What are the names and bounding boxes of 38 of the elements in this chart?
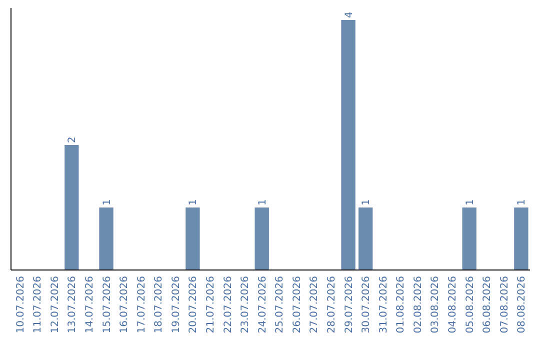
data-label: 1 [257, 199, 268, 206]
x-tick-label: 18.07.2026 [154, 276, 165, 334]
x-tick-label: 14.07.2026 [84, 276, 96, 334]
x-tick-label: 12.07.2026 [50, 276, 61, 334]
data-label: 1 [102, 199, 113, 206]
x-tick-label: 19.07.2026 [170, 276, 182, 334]
x-tick-label: 26.07.2026 [292, 276, 303, 334]
x-tick-label: 10.07.2026 [15, 276, 26, 334]
x-tick-label: 30.07.2026 [361, 276, 372, 334]
x-tick-label: 25.07.2026 [274, 276, 286, 334]
x-tick-label: 28.07.2026 [326, 276, 338, 334]
data-label: 1 [188, 199, 200, 206]
x-tick-label: 11.07.2026 [32, 276, 44, 334]
x-tick-label: 04.08.2026 [448, 276, 459, 334]
x-tick-label: 06.08.2026 [482, 276, 494, 334]
x-tick-label: 31.07.2026 [378, 276, 390, 334]
x-tick-label: 24.07.2026 [257, 276, 268, 334]
data-label: 2 [67, 136, 78, 143]
data-label: 1 [361, 199, 372, 206]
x-tick-label: 29.07.2026 [344, 276, 355, 334]
x-tick-label: 02.08.2026 [412, 276, 424, 334]
x-tick-label: 03.08.2026 [430, 276, 442, 334]
x-tick-label: 05.08.2026 [464, 276, 476, 334]
x-tick-label: 20.07.2026 [188, 276, 200, 334]
data-label: 4 [344, 12, 355, 18]
x-tick-label: 17.07.2026 [136, 276, 148, 334]
data-label: 1 [464, 199, 476, 206]
x-tick-label: 27.07.2026 [309, 276, 320, 334]
data-label: 1 [516, 199, 528, 206]
x-tick-label: 21.07.2026 [205, 276, 216, 334]
x-tick-label: 01.08.2026 [396, 276, 407, 334]
x-tick-label: 07.08.2026 [499, 276, 510, 334]
x-tick-label: 13.07.2026 [67, 276, 78, 334]
x-tick-label: 15.07.2026 [102, 276, 113, 334]
x-tick-label: 22.07.2026 [222, 276, 234, 334]
x-tick-label: 08.08.2026 [516, 276, 528, 334]
x-tick-label: 23.07.2026 [240, 276, 252, 334]
x-tick-label: 16.07.2026 [119, 276, 130, 334]
